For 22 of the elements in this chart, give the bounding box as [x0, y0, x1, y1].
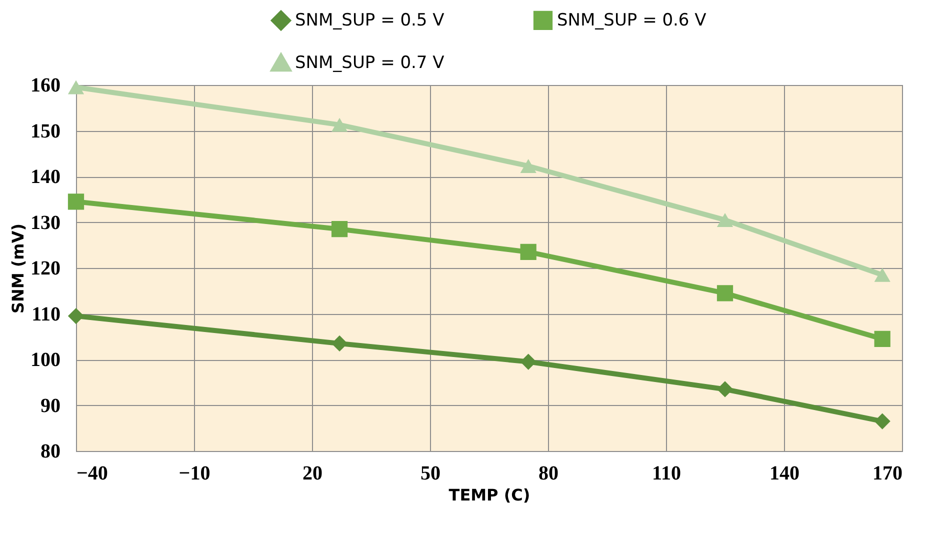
y-tick-label: 150 [30, 120, 60, 142]
y-tick-label: 130 [30, 212, 60, 234]
x-axis-title: TEMP (C) [448, 486, 530, 504]
x-tick-label: 20 [302, 462, 322, 484]
x-tick-label: −10 [178, 462, 210, 484]
x-tick-label: 110 [652, 462, 681, 484]
y-tick-label: 90 [40, 394, 60, 417]
legend-label: SNM_SUP = 0.6 V [557, 10, 707, 30]
x-tick-label: −40 [76, 462, 108, 484]
x-tick-label: 80 [538, 462, 558, 484]
y-axis-title: SNM (mV) [8, 223, 28, 314]
y-tick-label: 140 [30, 166, 60, 188]
y-tick-label: 120 [30, 258, 60, 280]
y-tick-label: 160 [30, 74, 60, 96]
x-tick-label: 170 [872, 462, 902, 484]
y-tick-label: 100 [30, 349, 60, 371]
y-tick-label: 80 [40, 440, 60, 462]
x-tick-label: 50 [420, 462, 440, 484]
legend-label: SNM_SUP = 0.7 V [295, 53, 445, 73]
x-tick-label: 140 [770, 462, 800, 484]
y-tick-label: 110 [32, 303, 60, 326]
legend-label: SNM_SUP = 0.5 V [295, 10, 445, 30]
